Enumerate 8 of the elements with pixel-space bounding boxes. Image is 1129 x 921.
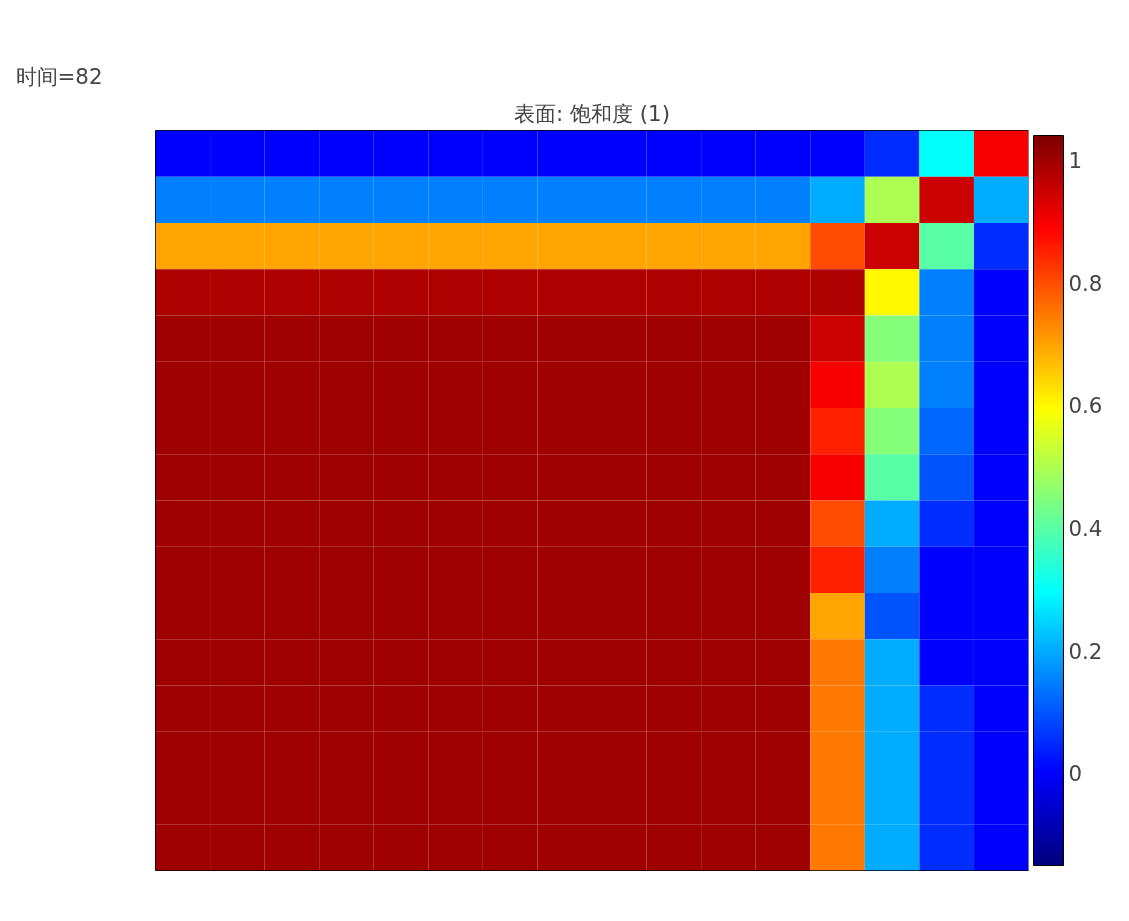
color-bar-label: 0.4 bbox=[1068, 516, 1103, 542]
color-bar-label: 0.2 bbox=[1068, 638, 1103, 664]
chart-title: 表面: 饱和度 (1) bbox=[514, 100, 670, 126]
color-bar-label: 1 bbox=[1068, 148, 1083, 174]
color-bar-label: 0.6 bbox=[1068, 393, 1103, 419]
color-bar-label: 0 bbox=[1068, 761, 1083, 787]
text: 时间=82 bbox=[15, 63, 103, 89]
color-bar-label: 0.8 bbox=[1068, 270, 1103, 296]
